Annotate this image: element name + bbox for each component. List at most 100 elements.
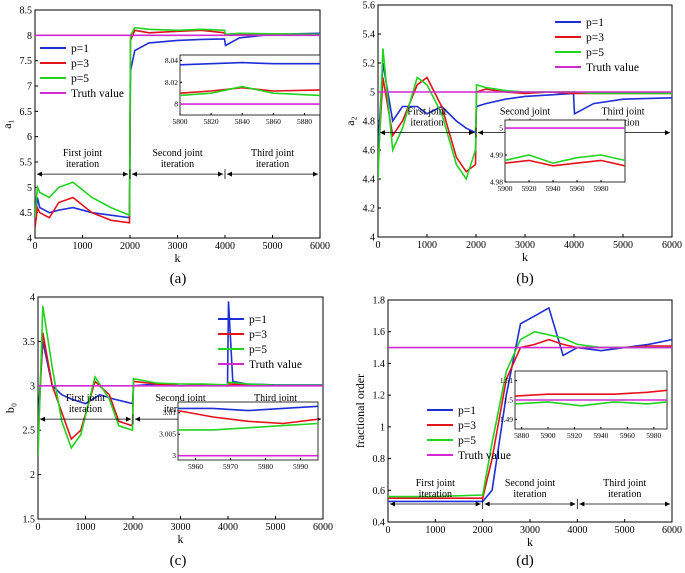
phase-label-line: iteration — [161, 159, 194, 170]
x-tick-label: 2000 — [123, 522, 143, 533]
inset: 5960 5970 5980 5990 3 3.005 3.01 — [159, 401, 319, 471]
phase-arrowhead — [665, 501, 670, 507]
inset-series-line-p5 — [515, 401, 667, 407]
phase-arrowhead — [123, 171, 128, 177]
x-tick-label: 4000 — [564, 240, 584, 251]
y-tick-label: 1 — [380, 422, 385, 433]
legend-entry: p=3 — [586, 32, 604, 44]
y-tick-label: 8.5 — [20, 6, 33, 17]
y-tick-label: 6 — [27, 132, 32, 143]
phase-arrowhead — [475, 501, 481, 507]
x-tick-label: 3000 — [168, 241, 188, 252]
phase-label-line: Third joint — [251, 148, 294, 159]
legend-entry: p=5 — [586, 47, 604, 59]
inset-x-tick-label: 5940 — [546, 184, 561, 193]
x-tick-label: 2000 — [120, 241, 140, 252]
x-tick-label: 5000 — [615, 525, 635, 536]
y-tick-label: 4.5 — [20, 208, 33, 219]
x-axis-label: k — [522, 250, 528, 264]
phase-label-line: Second joint — [152, 148, 202, 159]
y-axis-label: fractional order — [353, 374, 367, 448]
inset-x-tick-label: 5980 — [258, 462, 273, 471]
inset-y-tick-label: 1.51 — [500, 376, 513, 385]
inset-series-group — [178, 405, 318, 457]
inset-series-group — [515, 389, 667, 407]
phase-label-line: Second joint — [500, 107, 550, 118]
panel-label: (b) — [516, 271, 534, 287]
legend-entry: Truth value — [249, 359, 302, 371]
legend-entry: p=1 — [71, 43, 89, 55]
phase-arrowhead — [37, 171, 42, 177]
y-tick-label: 1.8 — [373, 296, 386, 307]
inset-x-tick-label: 5900 — [498, 184, 513, 193]
y-tick-label: 5.5 — [20, 158, 33, 169]
y-tick-label: 7.5 — [20, 56, 33, 67]
legend: p=1 p=3 p=5 Truth value — [427, 405, 511, 462]
y-tick-label: 3.5 — [23, 337, 36, 348]
x-tick-label: 5000 — [263, 241, 283, 252]
phase-arrowhead — [665, 130, 670, 136]
phase-label-line: First joint — [63, 148, 102, 159]
legend-entry: Truth value — [71, 88, 124, 100]
phase-label-line: iteration — [69, 404, 102, 415]
x-tick-label: 4000 — [567, 525, 587, 536]
legend-entry: p=5 — [458, 435, 476, 447]
y-tick-label: 6.5 — [20, 107, 33, 118]
x-tick-label: 0 — [33, 241, 38, 252]
inset-series-line-p5 — [178, 422, 318, 431]
inset-series-line-p3 — [178, 409, 318, 425]
y-axis-label: b₀ — [3, 403, 17, 413]
inset-series-group — [505, 127, 625, 167]
phase-arrowhead — [380, 130, 385, 136]
chart-panel-1: 0 1000 2000 3000 4000 5000 6000 4 4.5 5 5.5 6 6.5 7 7.… — [0, 6, 330, 288]
x-axis-label: k — [175, 251, 181, 265]
x-tick-label: 5000 — [613, 240, 633, 251]
inset-x-tick-label: 5920 — [522, 184, 537, 193]
y-tick-label: 0.8 — [373, 454, 386, 465]
y-tick-label: 4.6 — [363, 146, 376, 157]
legend-entry: p=5 — [71, 73, 89, 85]
y-tick-label: 5 — [370, 88, 375, 99]
phase-label-line: Second joint — [505, 478, 555, 489]
inset-y-tick-label: 1.49 — [500, 415, 513, 424]
phase-label-line: Third joint — [603, 478, 646, 489]
phase-arrowhead — [132, 171, 137, 177]
series-line-p5 — [38, 305, 323, 457]
panel-label: (c) — [170, 553, 187, 569]
inset-x-tick-label: 5960 — [570, 184, 585, 193]
panel-label: (a) — [170, 271, 187, 287]
y-tick-label: 5.2 — [363, 59, 376, 70]
inset-y-tick-label: 3 — [172, 451, 176, 460]
inset: 5880 5900 5920 5940 5960 5980 1.49 1.5 1.51 — [500, 370, 668, 440]
y-tick-label: 1.5 — [23, 515, 36, 526]
chart-panel-3: 0 1000 2000 3000 4000 5000 6000 1.5 2 2.5 3 3.5 4 k b₀… — [3, 293, 333, 570]
inset-x-tick-label: 5840 — [235, 117, 250, 126]
x-tick-label: 0 — [36, 522, 41, 533]
legend-entry: p=1 — [586, 17, 604, 29]
y-tick-label: 8 — [27, 31, 32, 42]
inset-y-tick-label: 8 — [174, 100, 178, 109]
phase-label: First joint iteration — [416, 478, 455, 500]
inset-series-line-p1 — [180, 61, 320, 66]
phase-arrowhead — [570, 501, 576, 507]
legend: p=1 p=3 p=5 Truth value — [40, 43, 124, 100]
y-tick-label: 4 — [27, 234, 32, 245]
inset: 5900 5920 5940 5960 5980 4.98 4.99 5 — [490, 119, 626, 193]
inset: 5800 5820 5840 5860 5880 8 8.02 8.04 — [165, 54, 321, 126]
phase-arrowhead — [227, 171, 232, 177]
y-tick-label: 4.4 — [363, 175, 376, 186]
phase-label: First joint iteration — [407, 107, 446, 129]
inset-series-line-p5 — [180, 85, 320, 97]
x-tick-label: 5000 — [266, 522, 286, 533]
x-tick-label: 2000 — [466, 240, 486, 251]
y-tick-label: 3 — [30, 381, 35, 392]
series-group — [35, 26, 320, 228]
inset-series-line-p3 — [180, 86, 320, 94]
legend-entry: p=3 — [458, 420, 476, 432]
inset-x-tick-label: 5920 — [567, 431, 582, 440]
inset-x-tick-label: 5970 — [223, 462, 238, 471]
y-tick-label: 4.2 — [363, 204, 376, 215]
legend-entry: p=5 — [249, 344, 267, 356]
inset-y-tick-label: 3.005 — [159, 430, 176, 439]
